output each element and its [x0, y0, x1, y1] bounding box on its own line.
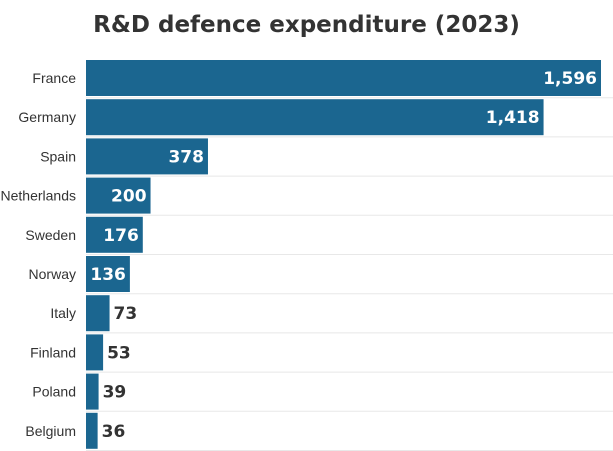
category-label: Poland [32, 384, 76, 400]
value-label: 1,596 [543, 69, 597, 89]
category-label: Norway [29, 266, 76, 282]
category-labels: France Germany Spain Netherlands Sweden Norwa… [1, 70, 77, 439]
value-label: 378 [168, 147, 204, 167]
bar-finland [86, 334, 104, 371]
chart-title: R&D defence expenditure (2023) [93, 12, 520, 38]
category-label: Belgium [25, 423, 76, 439]
category-label: Italy [50, 305, 76, 321]
bar-poland [86, 373, 99, 410]
category-label: Sweden [25, 227, 76, 243]
value-label: 176 [103, 226, 139, 246]
bar-belgium [86, 412, 98, 449]
value-label: 200 [111, 187, 147, 207]
category-label: Netherlands [1, 188, 77, 204]
category-label: Finland [30, 344, 76, 360]
bar-netherlands [86, 177, 151, 214]
value-label: 39 [103, 383, 127, 403]
category-label: Spain [40, 148, 76, 164]
bar-italy [86, 295, 110, 332]
bar-spain [86, 138, 208, 175]
value-label: 73 [114, 304, 138, 324]
bar-norway [86, 256, 130, 292]
bar-sweden [86, 216, 143, 253]
bar-germany [86, 99, 544, 136]
category-label: Germany [18, 109, 76, 125]
value-label: 53 [107, 343, 131, 363]
bar-france [86, 60, 601, 96]
value-label: 136 [90, 265, 126, 285]
bars [86, 60, 601, 449]
value-label: 36 [102, 422, 126, 442]
category-label: France [32, 70, 76, 86]
value-label: 1,418 [486, 108, 540, 128]
